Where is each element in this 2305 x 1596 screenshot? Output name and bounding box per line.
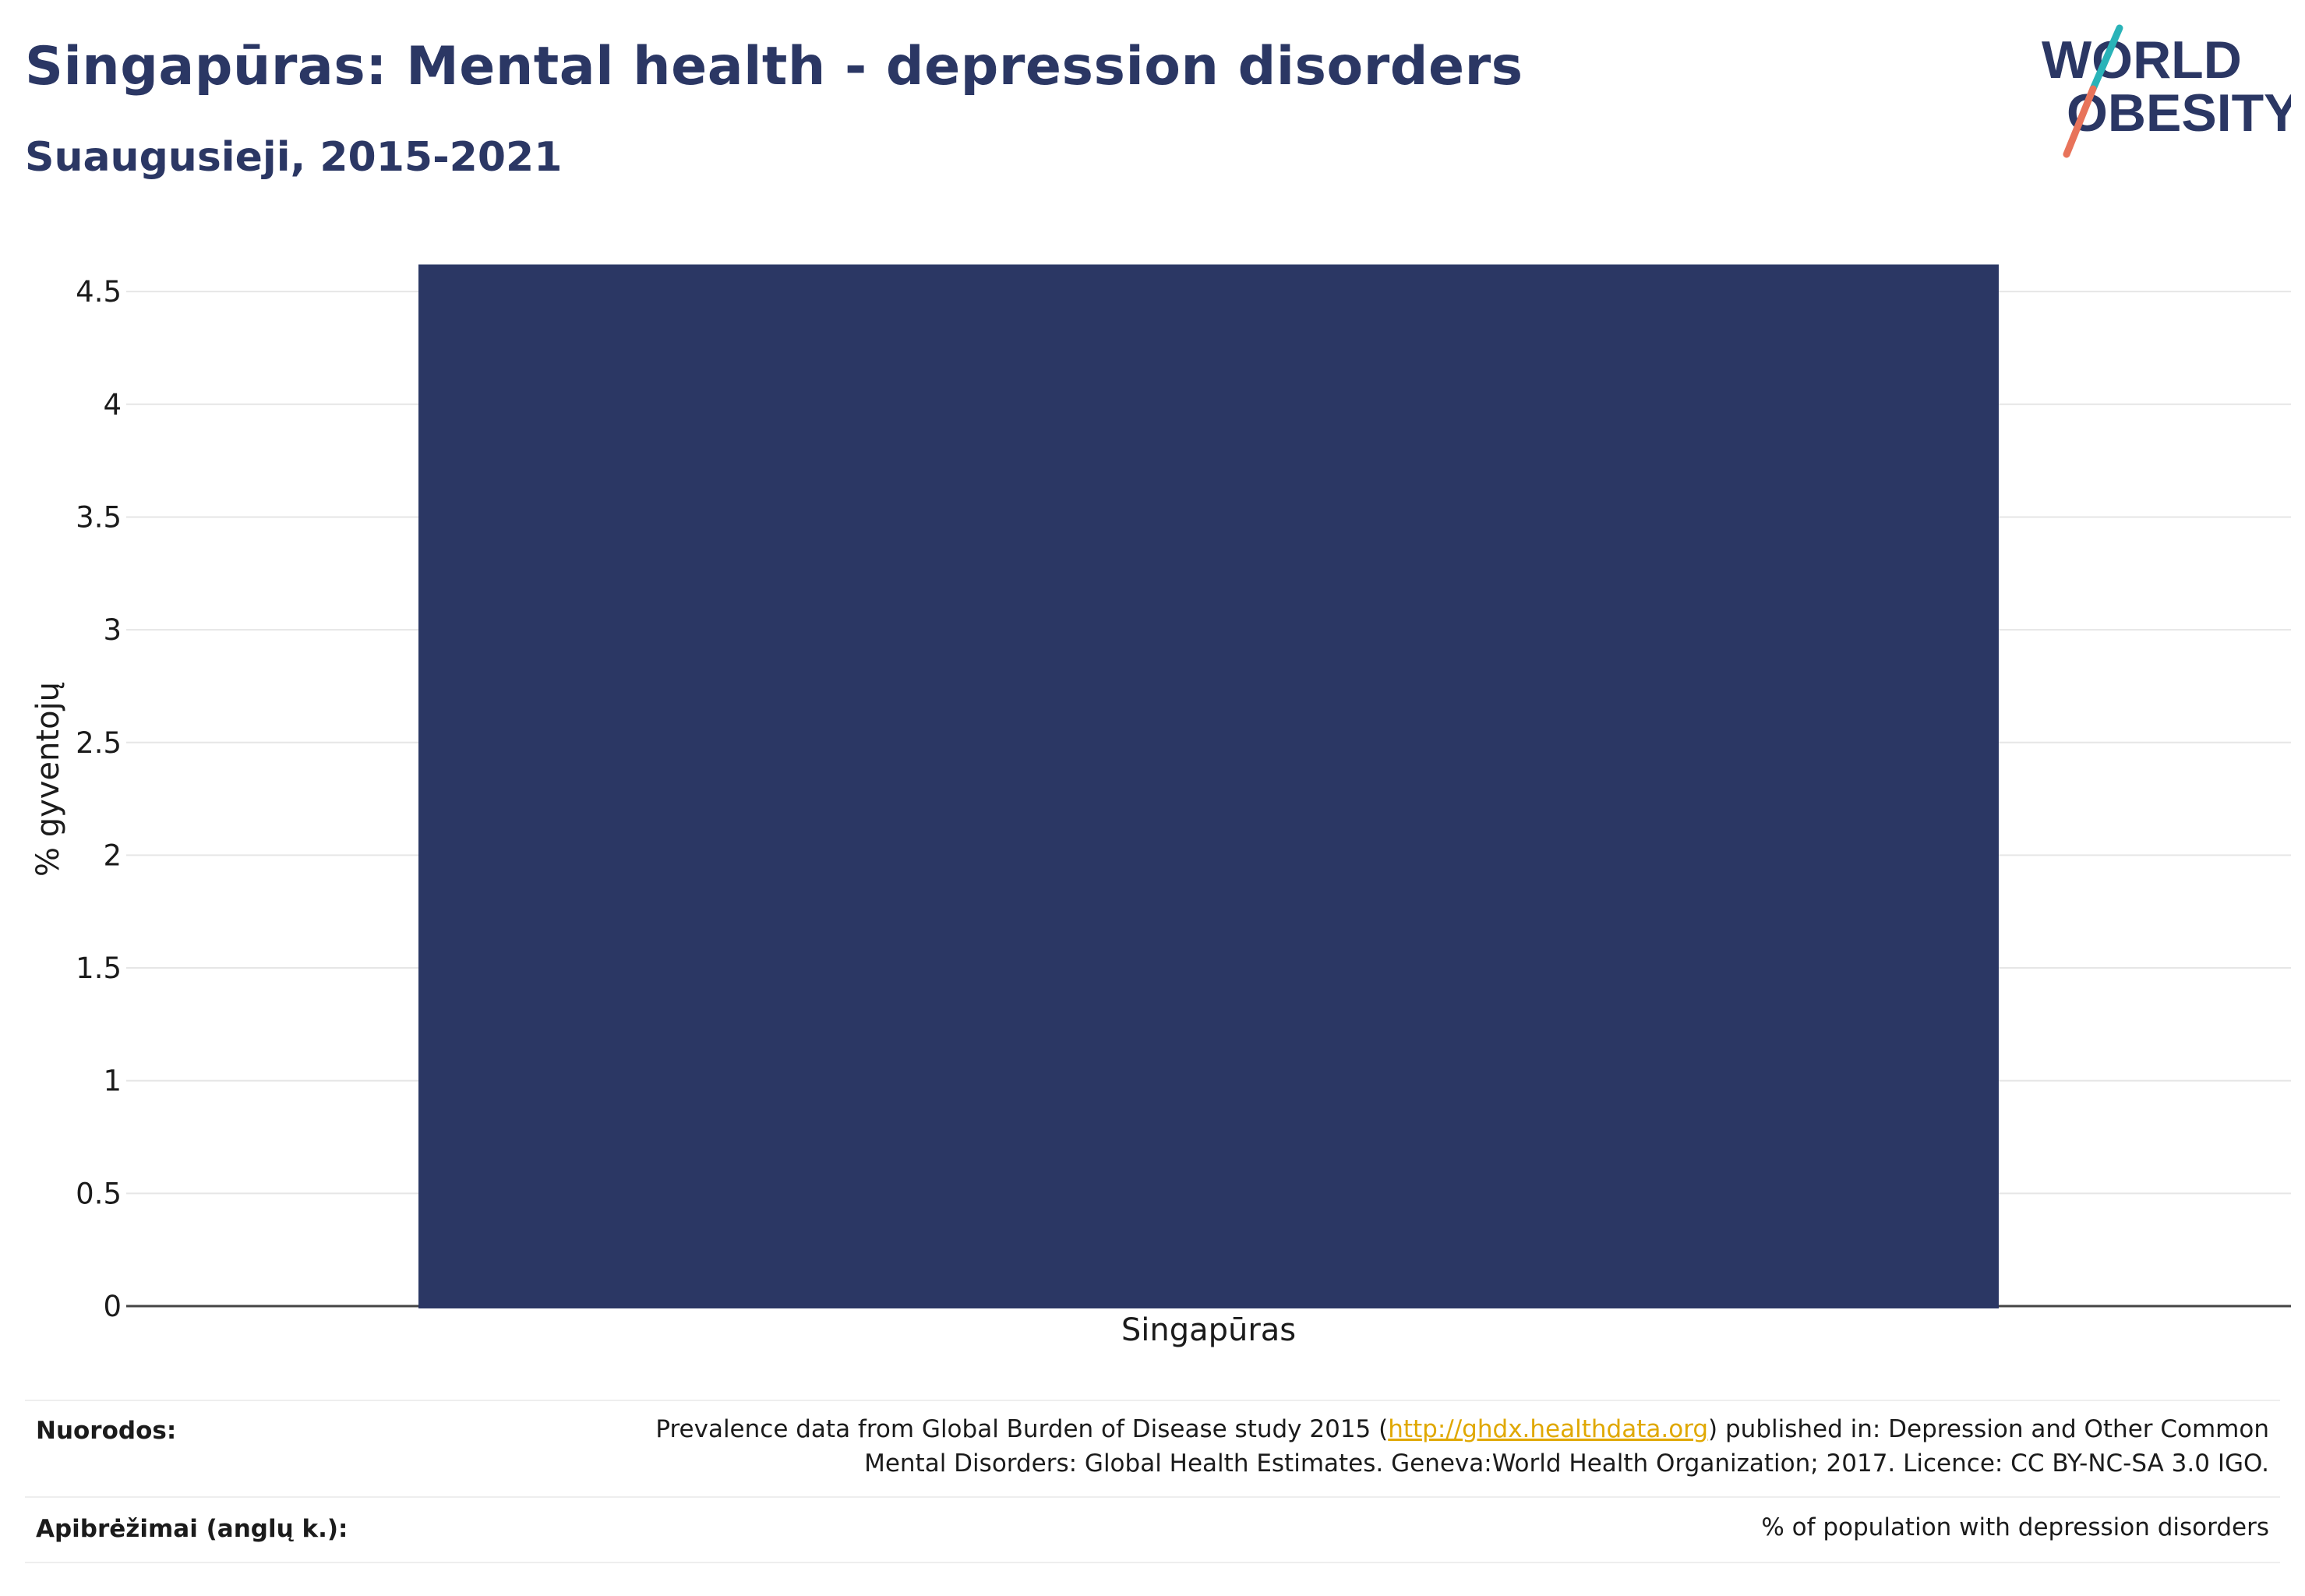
y-tick-label: 0.5 xyxy=(76,1177,122,1210)
chart-title: Singapūras: Mental health - depression d… xyxy=(25,36,1523,97)
sources-text-line2: Mental Disorders: Global Health Estimate… xyxy=(864,1449,2269,1478)
footer-divider-middle xyxy=(25,1496,2280,1498)
definitions-label: Apibrėžimai (anglų k.): xyxy=(36,1515,348,1543)
chart-subtitle: Suaugusieji, 2015-2021 xyxy=(25,134,563,181)
y-tick-label: 4.5 xyxy=(76,275,122,309)
sources-text: Prevalence data from Global Burden of Di… xyxy=(655,1412,2269,1481)
y-tick-label: 3.5 xyxy=(76,500,122,534)
y-axis-label: % gyventojų xyxy=(30,681,66,877)
y-tick-label: 1 xyxy=(103,1065,122,1098)
y-tick-label: 0 xyxy=(103,1290,122,1323)
logo-slash-bottom xyxy=(2063,85,2097,158)
y-tick-label: 3 xyxy=(103,613,122,647)
y-tick-label: 4 xyxy=(103,388,122,422)
bar-chart: 0 0.5 1 1.5 2 2.5 3 3.5 4 4.5 Singapūras xyxy=(76,264,2291,1348)
y-tick-label: 1.5 xyxy=(76,952,122,985)
world-obesity-logo[interactable]: WORLD OBESITY xyxy=(2026,23,2291,164)
y-tick-labels: 0 0.5 1 1.5 2 2.5 3 3.5 4 4.5 xyxy=(76,275,122,1323)
footer-divider-bottom xyxy=(25,1562,2280,1563)
sources-text-before: Prevalence data from Global Burden of Di… xyxy=(655,1415,1389,1443)
logo-text-world: WORLD xyxy=(2042,30,2242,90)
bars xyxy=(418,264,1999,1309)
logo-slash-top xyxy=(2089,24,2123,93)
sources-link[interactable]: http://ghdx.healthdata.org xyxy=(1388,1415,1709,1443)
definitions-text: % of population with depression disorder… xyxy=(1761,1513,2269,1541)
bar[interactable] xyxy=(418,264,1999,1309)
sources-label: Nuorodos: xyxy=(36,1417,177,1445)
sources-text-after: ) published in: Depression and Other Com… xyxy=(1708,1415,2269,1443)
y-tick-label: 2.5 xyxy=(76,726,122,760)
y-tick-label: 2 xyxy=(103,839,122,872)
footer-divider-top xyxy=(25,1400,2280,1401)
logo-text-obesity: OBESITY xyxy=(2067,83,2291,143)
x-tick-label: Singapūras xyxy=(1121,1312,1296,1348)
x-tick-labels: Singapūras xyxy=(1121,1312,1296,1348)
